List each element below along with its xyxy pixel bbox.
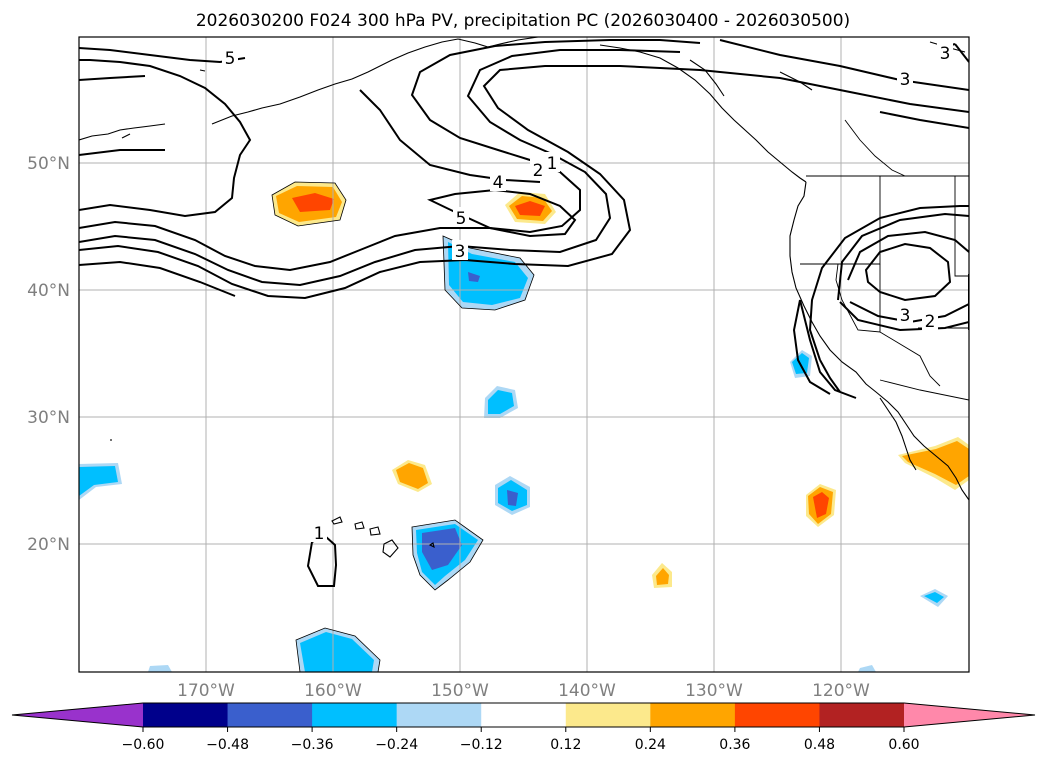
pv-label: 2 (925, 312, 936, 332)
figure-title: 2026030200 F024 300 hPa PV, precipitatio… (196, 11, 850, 31)
lat-label: 30°N (27, 408, 70, 428)
colorbar-tick-label: 0.24 (635, 737, 666, 753)
pv-label: 5 (225, 49, 236, 69)
map-background (79, 37, 969, 672)
lon-label: 160°W (304, 681, 362, 701)
precip-area-warm (515, 201, 545, 216)
colorbar-segment (650, 703, 736, 727)
colorbar-tick-label: 0.60 (888, 737, 919, 753)
pv-label: 1 (314, 524, 325, 544)
precipitation-shading (79, 182, 969, 672)
precip-area-warm (656, 568, 669, 585)
lon-label: 130°W (685, 681, 743, 701)
precip-area-blue (148, 665, 172, 672)
colorbar-tick-label: −0.36 (291, 737, 334, 753)
precip-area-blue (79, 466, 118, 496)
precip-area-warm (813, 492, 829, 518)
pv-label: 1 (547, 154, 558, 174)
colorbar-tick-label: −0.12 (460, 737, 503, 753)
map-panel: 5 1 2 4 5 3 3 1 3 2 3 (78, 36, 970, 673)
gridlines (79, 37, 969, 672)
precip-area-blue (858, 665, 876, 672)
colorbar-segment (734, 703, 820, 727)
precip-area-blue (422, 528, 462, 570)
precip-area-blue (924, 592, 944, 603)
precip-area-blue (507, 490, 518, 506)
latitude-labels: 50°N 40°N 30°N 20°N (27, 154, 70, 555)
colorbar-tick-label: 0.36 (719, 737, 750, 753)
lat-label: 40°N (27, 281, 70, 301)
islands (110, 69, 435, 558)
lon-label: 150°W (431, 681, 489, 701)
colorbar-extend-low (12, 703, 143, 727)
colorbar-tick-label: −0.48 (206, 737, 249, 753)
pv-label: 5 (456, 209, 467, 229)
colorbar: −0.60 −0.48 −0.36 −0.24 −0.12 0.12 0.24 0.36 0.4… (11, 702, 1036, 753)
precip-area-blue (468, 272, 480, 282)
colorbar-segment (396, 703, 482, 727)
pv-label: 4 (493, 173, 504, 193)
pv-label: 3 (940, 44, 951, 64)
precip-area-warm (292, 193, 334, 212)
pv-label: 2 (533, 161, 544, 181)
lon-label: 120°W (812, 681, 870, 701)
colorbar-segment (481, 703, 567, 727)
colorbar-segment (565, 703, 651, 727)
lat-label: 50°N (27, 154, 70, 174)
colorbar-segment (819, 703, 905, 727)
precip-outlines (271, 181, 535, 672)
colorbar-segment (143, 703, 229, 727)
colorbar-tick-label: 0.48 (804, 737, 835, 753)
lon-label: 170°W (177, 681, 235, 701)
precip-area-warm (396, 463, 428, 489)
colorbar-tick-label: −0.24 (375, 737, 418, 753)
precip-area-blue (488, 390, 514, 414)
colorbar-segment (312, 703, 398, 727)
pv-label: 3 (900, 306, 911, 326)
pv-contour-labels: 5 1 2 4 5 3 3 1 3 2 3 (222, 42, 953, 544)
coastlines (79, 37, 969, 501)
colorbar-tick-label: 0.12 (550, 737, 581, 753)
colorbar-segment (227, 703, 313, 727)
longitude-labels: 170°W 160°W 150°W 140°W 130°W 120°W (177, 681, 870, 701)
pv-label: 3 (900, 70, 911, 90)
lon-label: 140°W (558, 681, 616, 701)
lat-label: 20°N (27, 535, 70, 555)
precip-area-warm (902, 441, 969, 485)
pv-label: 3 (455, 242, 466, 262)
precip-area-blue (300, 632, 374, 672)
colorbar-extend-high (904, 703, 1035, 727)
political-borders (800, 119, 969, 401)
colorbar-tick-label: −0.60 (122, 737, 165, 753)
map-frame (78, 36, 970, 673)
pv-contours (79, 39, 969, 587)
